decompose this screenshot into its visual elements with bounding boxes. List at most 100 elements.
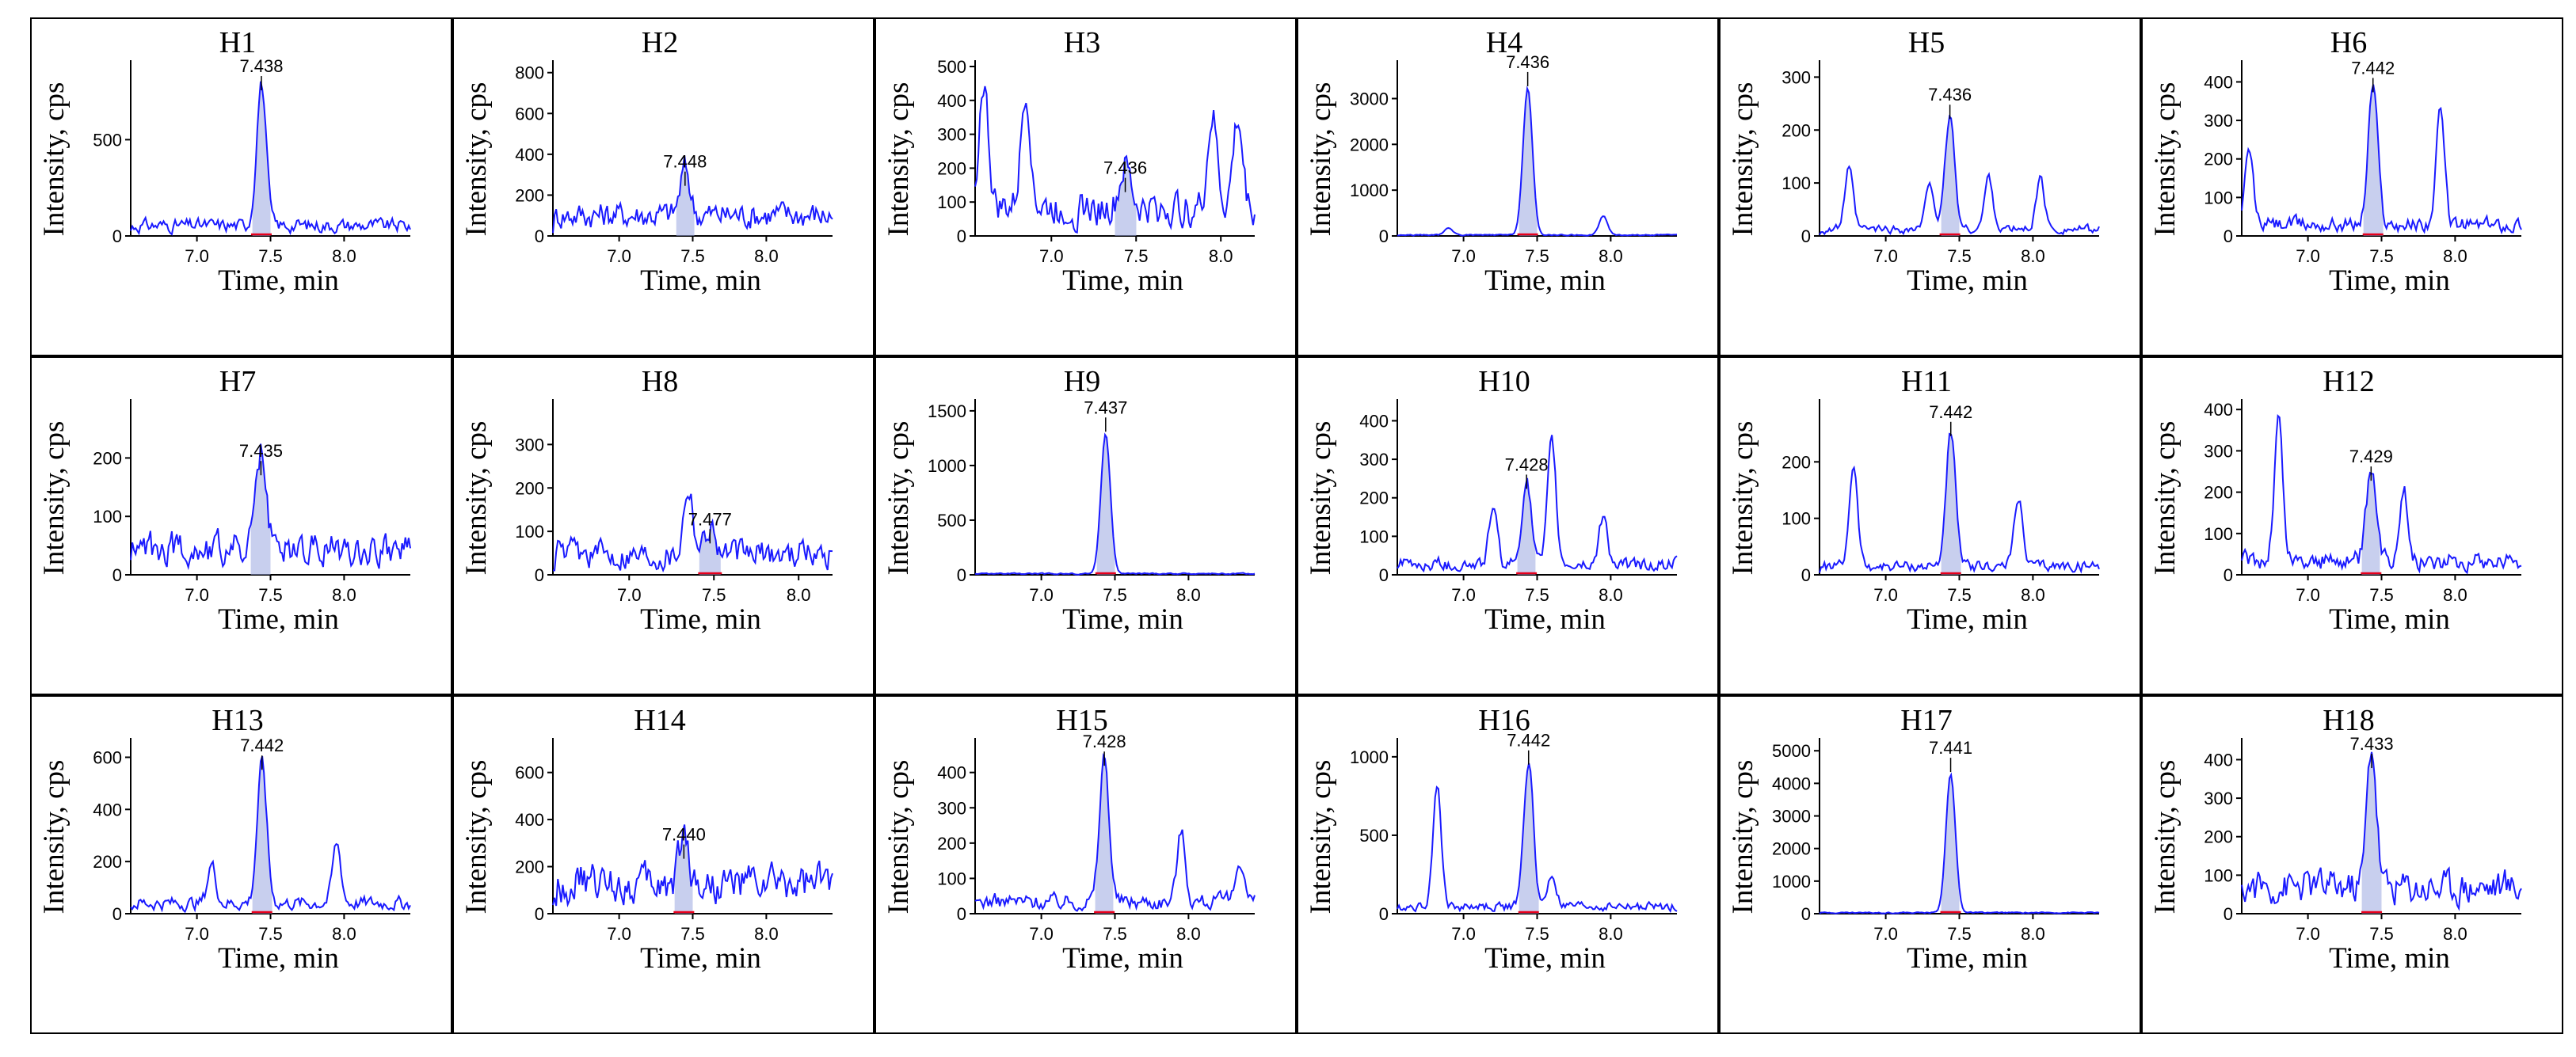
x-tick-label: 8.0	[2021, 246, 2045, 266]
y-tick-label: 100	[1359, 527, 1389, 546]
y-axis-label: Intensity, cps	[2149, 421, 2182, 576]
x-tick-label: 7.0	[2296, 246, 2320, 266]
y-axis-label: Intensity, cps	[882, 82, 915, 237]
x-axis-label: Time, min	[1907, 264, 2028, 297]
x-axis-label: Time, min	[1062, 942, 1183, 975]
integrated-peak-area	[1519, 88, 1538, 236]
panel-h16: H16 Intensity, cps Time, min 0 500 1000 7.0 7.5…	[1297, 695, 1719, 1034]
peak-label: 7.448	[663, 152, 707, 172]
y-axis-label: Intensity, cps	[882, 421, 915, 576]
y-tick-label: 100	[2204, 524, 2233, 544]
chromatogram-trace	[2241, 84, 2522, 235]
chromatogram-h14: H14 Intensity, cps Time, min 0 200 400 600 7.0 7…	[460, 704, 833, 975]
panel-title: H7	[219, 365, 256, 398]
x-tick-label: 7.5	[1525, 924, 1549, 944]
integrated-peak-area	[1941, 116, 1960, 236]
panel-h1: H1 Intensity, cps Time, min 0 500 7.0 7.5 8.0 7.…	[30, 17, 452, 356]
x-tick-label: 8.0	[2021, 585, 2045, 605]
chromatogram-h11: H11 Intensity, cps Time, min 0 100 200 7.0 7.5 8…	[1727, 365, 2100, 636]
y-tick-label: 200	[2204, 827, 2233, 847]
y-tick-label: 400	[93, 800, 122, 819]
x-tick-label: 7.0	[1451, 246, 1476, 266]
panel-title: H15	[1056, 704, 1107, 737]
y-tick-label: 300	[2204, 789, 2233, 808]
x-tick-label: 7.0	[1873, 246, 1898, 266]
x-tick-label: 7.5	[258, 246, 283, 266]
y-tick-label: 200	[515, 478, 544, 498]
y-tick-label: 200	[937, 834, 966, 854]
y-tick-label: 200	[2204, 483, 2233, 503]
y-tick-label: 800	[515, 63, 544, 83]
panel-title: H8	[642, 365, 678, 398]
y-axis-label: Intensity, cps	[460, 82, 493, 237]
x-axis-label: Time, min	[640, 264, 761, 297]
y-tick-label: 1000	[1350, 747, 1389, 767]
chromatogram-trace	[130, 81, 411, 236]
y-tick-label: 0	[957, 226, 966, 246]
x-tick-label: 7.0	[1451, 924, 1476, 944]
chromatogram-h6: H6 Intensity, cps Time, min 0 100 200 300 400 7.…	[2149, 26, 2522, 297]
peak-label: 7.436	[1928, 85, 1972, 105]
y-tick-label: 1000	[1350, 181, 1389, 200]
x-tick-label: 7.0	[185, 924, 209, 944]
y-tick-label: 200	[937, 158, 966, 178]
peak-label: 7.428	[1505, 454, 1549, 474]
y-tick-label: 400	[2204, 72, 2233, 92]
panel-h11: H11 Intensity, cps Time, min 0 100 200 7.0 7.5 8…	[1719, 356, 2141, 695]
chromatogram-h17: H17 Intensity, cps Time, min 0 1000 2000 3000 4…	[1727, 704, 2100, 975]
integrated-peak-area	[1095, 755, 1114, 914]
panel-title: H4	[1486, 26, 1522, 59]
panel-h10: H10 Intensity, cps Time, min 0 100 200 300 400 7…	[1297, 356, 1719, 695]
y-tick-label: 0	[1801, 226, 1811, 246]
x-tick-label: 8.0	[332, 246, 356, 266]
chromatogram-trace	[130, 443, 411, 571]
x-axis-label: Time, min	[1484, 603, 1606, 636]
x-axis-label: Time, min	[1062, 264, 1183, 297]
chromatogram-h9: H9 Intensity, cps Time, min 0 500 1000 1500 7.0…	[882, 365, 1256, 636]
x-tick-label: 7.5	[1947, 924, 1972, 944]
x-tick-label: 7.5	[1525, 585, 1549, 605]
peak-label: 7.442	[1507, 731, 1550, 751]
integrated-peak-area	[1941, 774, 1960, 914]
y-tick-label: 0	[1379, 226, 1389, 246]
panel-h14: H14 Intensity, cps Time, min 0 200 400 600 7.0 7…	[452, 695, 875, 1034]
integrated-peak-area	[676, 155, 695, 236]
y-tick-label: 600	[515, 104, 544, 124]
y-axis-label: Intensity, cps	[38, 421, 70, 576]
y-axis-label: Intensity, cps	[1305, 421, 1337, 576]
y-axis-label: Intensity, cps	[1727, 82, 1759, 237]
y-tick-label: 100	[937, 869, 966, 888]
chromatogram-trace	[2241, 751, 2522, 911]
panel-h4: H4 Intensity, cps Time, min 0 1000 2000 3000 7.…	[1297, 17, 1719, 356]
peak-label: 7.437	[1084, 397, 1127, 417]
x-tick-label: 8.0	[2443, 246, 2467, 266]
x-tick-label: 7.0	[1873, 585, 1898, 605]
chromatogram-h1: H1 Intensity, cps Time, min 0 500 7.0 7.5 8.0 7.…	[38, 26, 411, 297]
x-axis-label: Time, min	[1907, 942, 2028, 975]
x-tick-label: 7.0	[1873, 924, 1898, 944]
y-axis-label: Intensity, cps	[38, 760, 70, 914]
y-tick-label: 400	[2204, 750, 2233, 770]
y-tick-label: 300	[1359, 450, 1389, 470]
y-tick-label: 0	[2224, 226, 2233, 246]
x-tick-label: 7.0	[2296, 924, 2320, 944]
x-axis-label: Time, min	[1062, 603, 1183, 636]
y-tick-label: 500	[937, 57, 966, 77]
integrated-peak-area	[1941, 433, 1961, 575]
x-axis-label: Time, min	[640, 603, 761, 636]
x-axis-label: Time, min	[218, 603, 339, 636]
x-axis-label: Time, min	[2329, 942, 2450, 975]
chromatogram-trace	[130, 755, 411, 914]
y-tick-label: 600	[515, 763, 544, 783]
y-tick-label: 400	[2204, 400, 2233, 420]
x-tick-label: 7.0	[617, 585, 642, 605]
panel-h17: H17 Intensity, cps Time, min 0 1000 2000 3000 4…	[1719, 695, 2141, 1034]
y-tick-label: 300	[937, 798, 966, 818]
panel-title: H12	[2323, 365, 2374, 398]
chromatogram-trace	[1819, 772, 2100, 914]
x-tick-label: 7.5	[2369, 924, 2394, 944]
panel-title: H11	[1901, 365, 1952, 398]
panel-title: H6	[2330, 26, 2367, 59]
y-tick-label: 200	[1359, 489, 1389, 508]
panel-h15: H15 Intensity, cps Time, min 0 100 200 300 400 7…	[875, 695, 1297, 1034]
